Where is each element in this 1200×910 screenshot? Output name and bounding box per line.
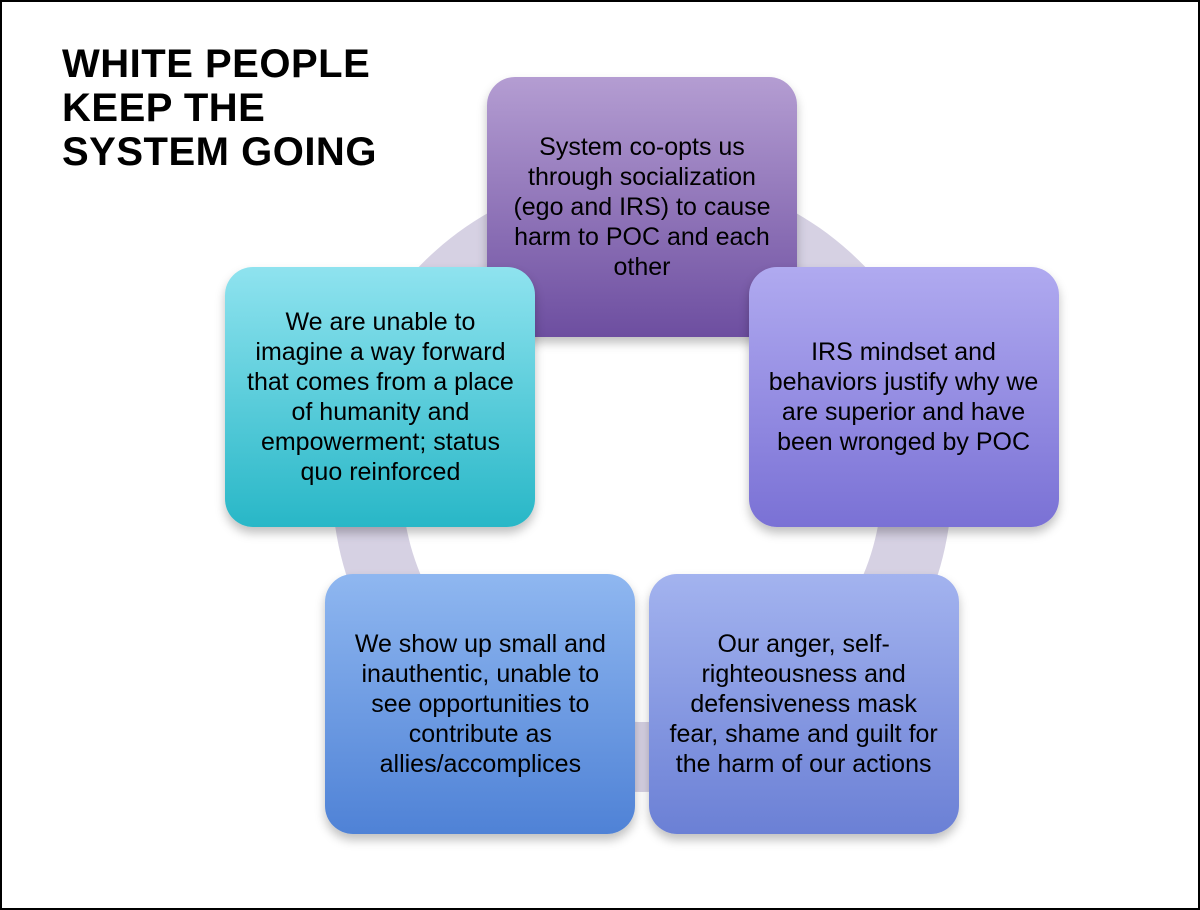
cycle-node-label: IRS mindset and behaviors justify why we… (769, 337, 1039, 457)
cycle-node-3: We show up small and inauthentic, unable… (325, 574, 635, 834)
slide: WHITE PEOPLE KEEP THE SYSTEM GOING Syste… (0, 0, 1200, 910)
cycle-node-1: IRS mindset and behaviors justify why we… (749, 267, 1059, 527)
cycle-node-2: Our anger, self-righteousness and defens… (649, 574, 959, 834)
cycle-node-label: Our anger, self-righteousness and defens… (669, 629, 939, 779)
cycle-node-4: We are unable to imagine a way forward t… (225, 267, 535, 527)
cycle-node-label: We are unable to imagine a way forward t… (245, 307, 515, 487)
cycle-diagram: System co-opts us through socialization … (2, 2, 1200, 910)
cycle-node-label: We show up small and inauthentic, unable… (345, 629, 615, 779)
cycle-node-label: System co-opts us through socialization … (507, 132, 777, 282)
